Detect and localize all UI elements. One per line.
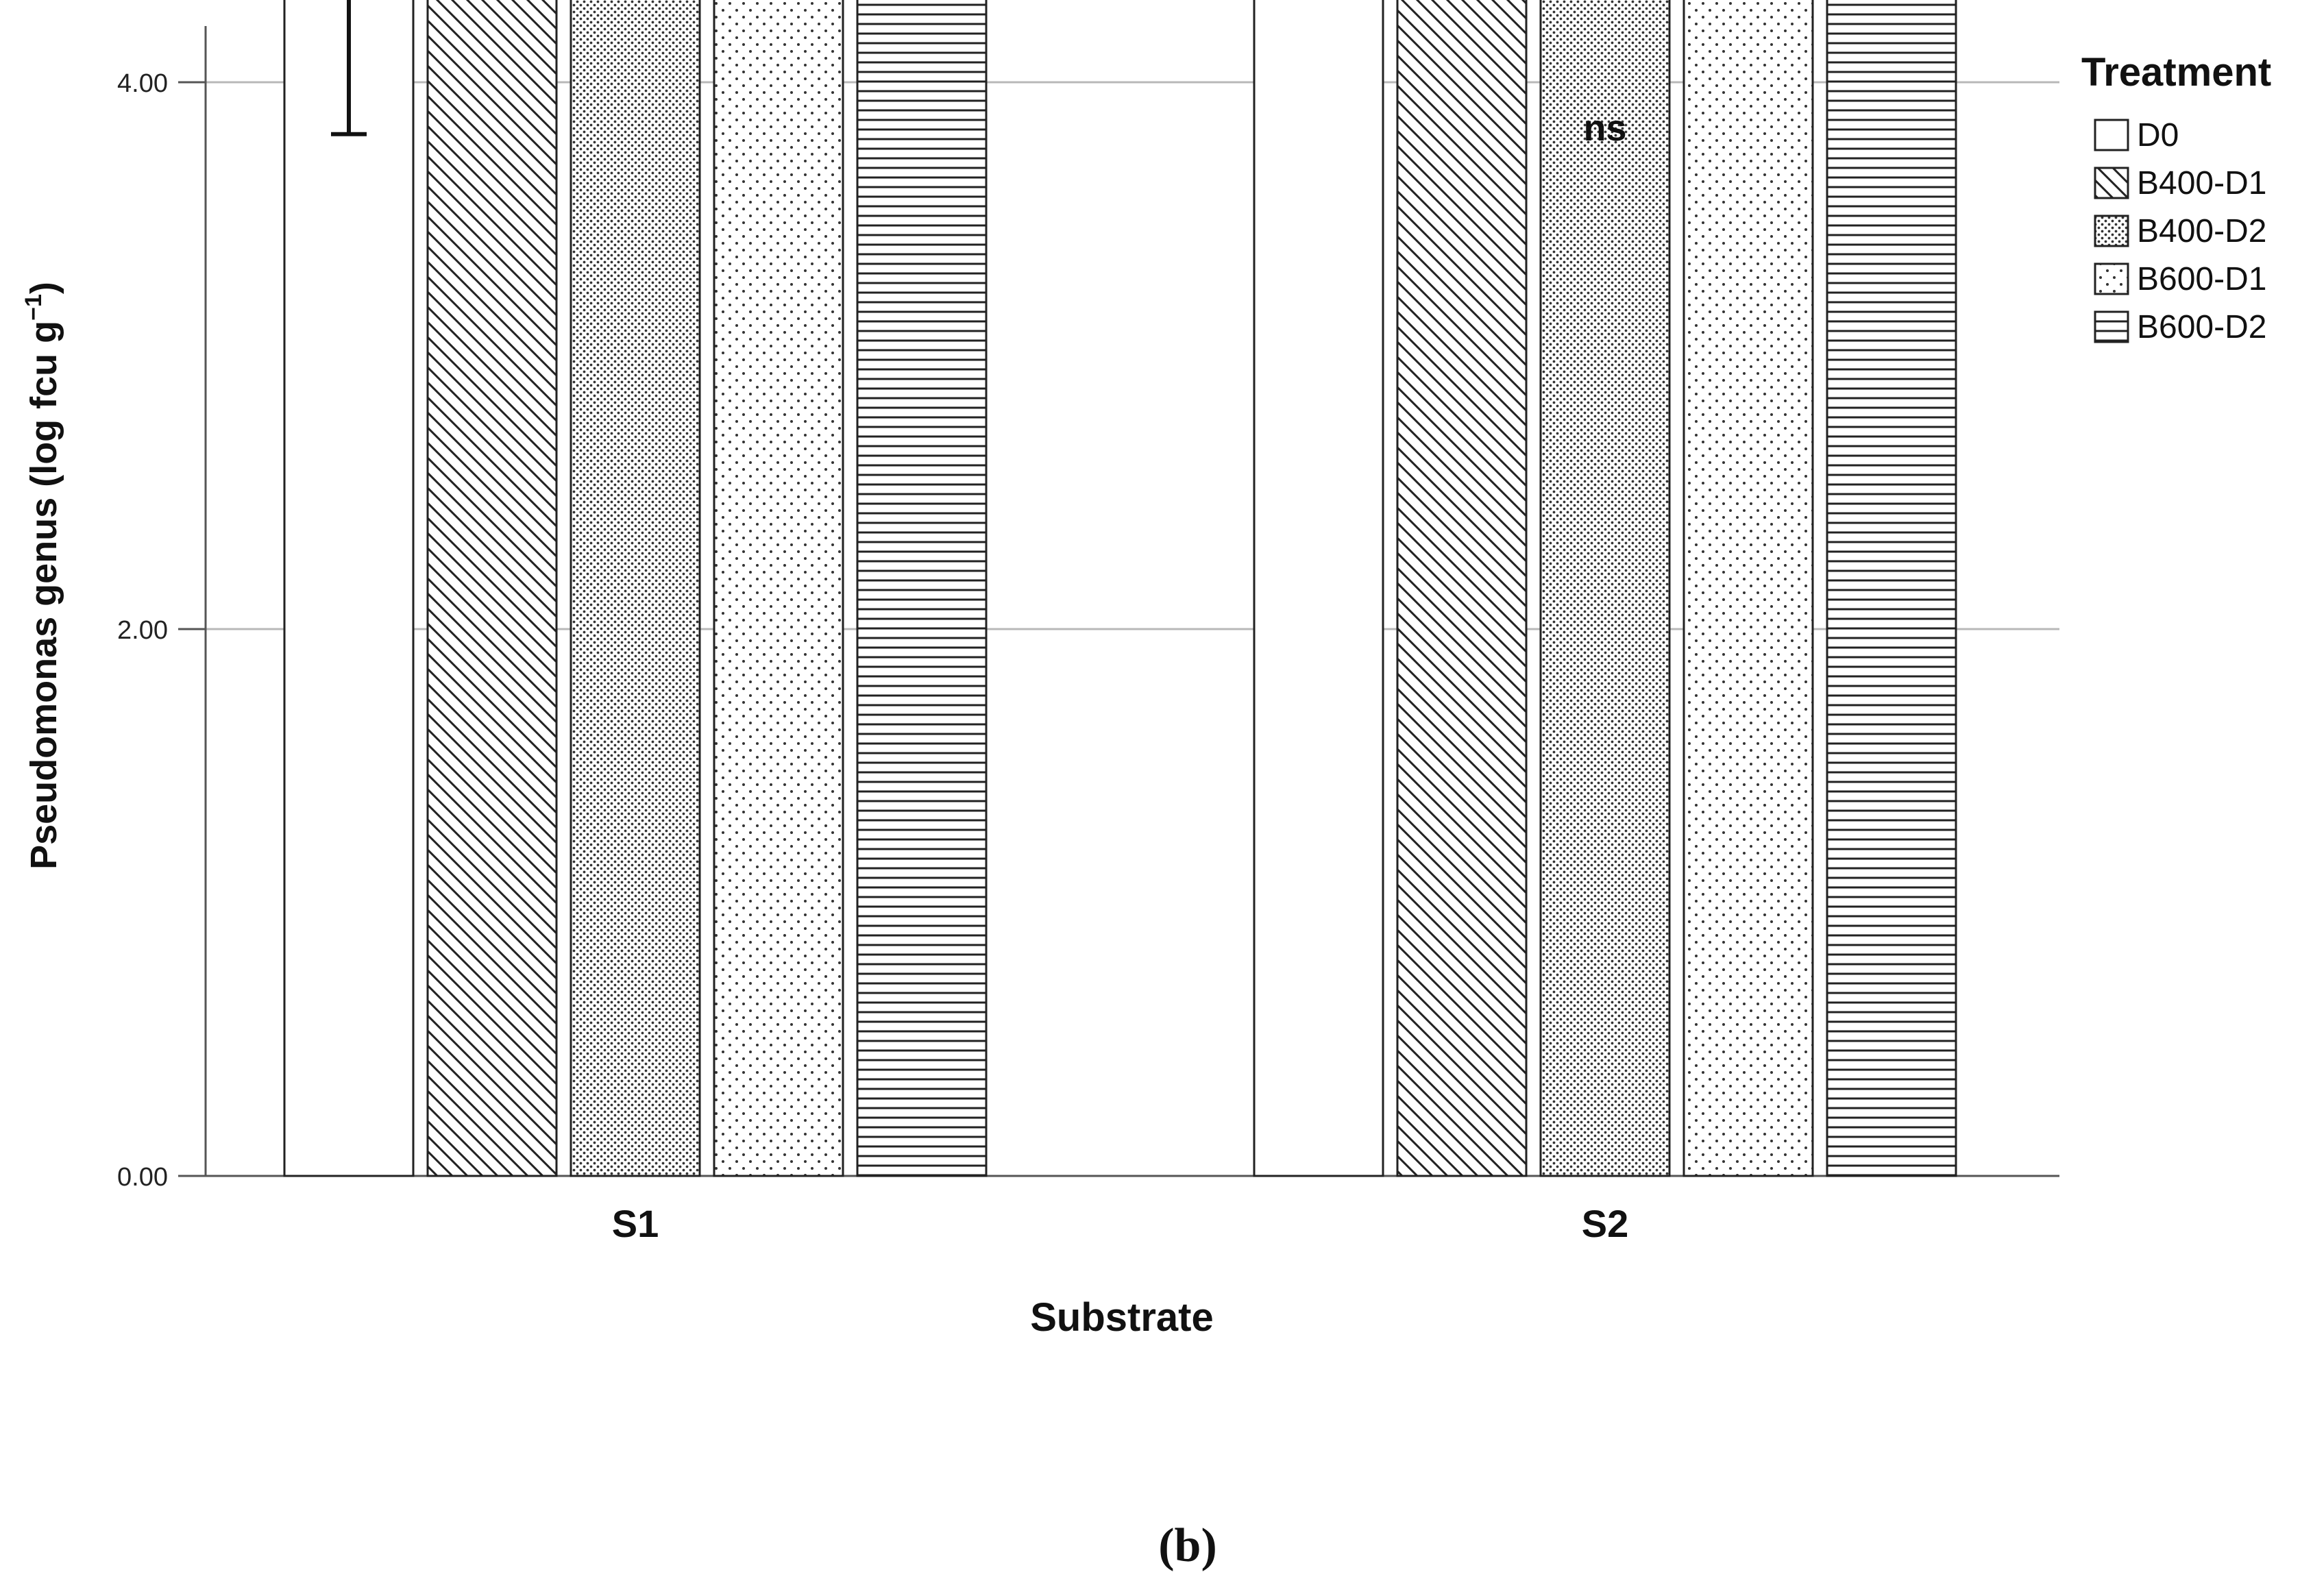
legend-title: Treatment	[2081, 50, 2271, 95]
y-axis-title-close: )	[23, 282, 64, 294]
legend-swatch	[2094, 310, 2129, 343]
legend-label: D0	[2137, 117, 2179, 154]
bar-S2-B600-D2	[1826, 0, 1957, 1177]
bar-S2-B400-D1	[1396, 0, 1528, 1177]
y-tick-label: 2.00	[117, 616, 168, 645]
y-axis-title-sup: −1	[21, 294, 47, 321]
bar-S1-B400-D1	[426, 0, 558, 1177]
significance-labels: baaababns	[1583, 108, 1626, 149]
legend-swatch	[2094, 167, 2129, 199]
bar-S1-B400-D2	[570, 0, 701, 1177]
legend-item: B600-D2	[2094, 309, 2266, 345]
legend-item: B400-D1	[2094, 165, 2266, 201]
y-tick-label: 0.00	[117, 1163, 168, 1192]
significance-label: ns	[1583, 108, 1626, 149]
bar-S1-B600-D1	[713, 0, 844, 1177]
bar-S2-B400-D2	[1539, 0, 1671, 1177]
bar-S1-D0	[283, 0, 415, 1177]
legend-label: B600-D2	[2137, 309, 2266, 345]
y-axis-title: Pseudomonas genus (log fcu g−1)	[21, 282, 64, 870]
x-category-labels: S1 S2	[612, 1202, 1629, 1245]
legend-label: B400-D1	[2137, 165, 2266, 201]
legend-swatch	[2094, 214, 2129, 247]
x-category-label: S2	[1582, 1202, 1629, 1245]
legend-swatch	[2094, 262, 2129, 295]
legend: Treatment D0 B400-D1 B400-D2 B600-D1 B600-D2	[2081, 50, 2271, 345]
y-axis-title-main: Pseudomonas genus (log fcu g	[23, 321, 64, 870]
panel-label: (b)	[1158, 1519, 1217, 1572]
x-category-label: S1	[612, 1202, 659, 1245]
bar-S2-D0	[1253, 0, 1384, 1177]
y-tick-label: 4.00	[117, 69, 168, 98]
legend-label: B400-D2	[2137, 213, 2266, 249]
bars	[283, 0, 1957, 1177]
legend-item: D0	[2094, 117, 2179, 154]
legend-item: B600-D1	[2094, 261, 2266, 297]
legend-label: B600-D1	[2137, 261, 2266, 297]
bar-S1-B600-D2	[856, 0, 988, 1177]
error-bars	[331, 0, 367, 136]
legend-swatch	[2094, 119, 2129, 151]
error-bar-S1-D0	[331, 0, 367, 136]
x-axis-title: Substrate	[1030, 1295, 1214, 1340]
legend-item: B400-D2	[2094, 213, 2266, 249]
bar-S2-B600-D1	[1682, 0, 1814, 1177]
y-tick-labels: 0.002.004.006.008.00	[117, 69, 206, 1192]
